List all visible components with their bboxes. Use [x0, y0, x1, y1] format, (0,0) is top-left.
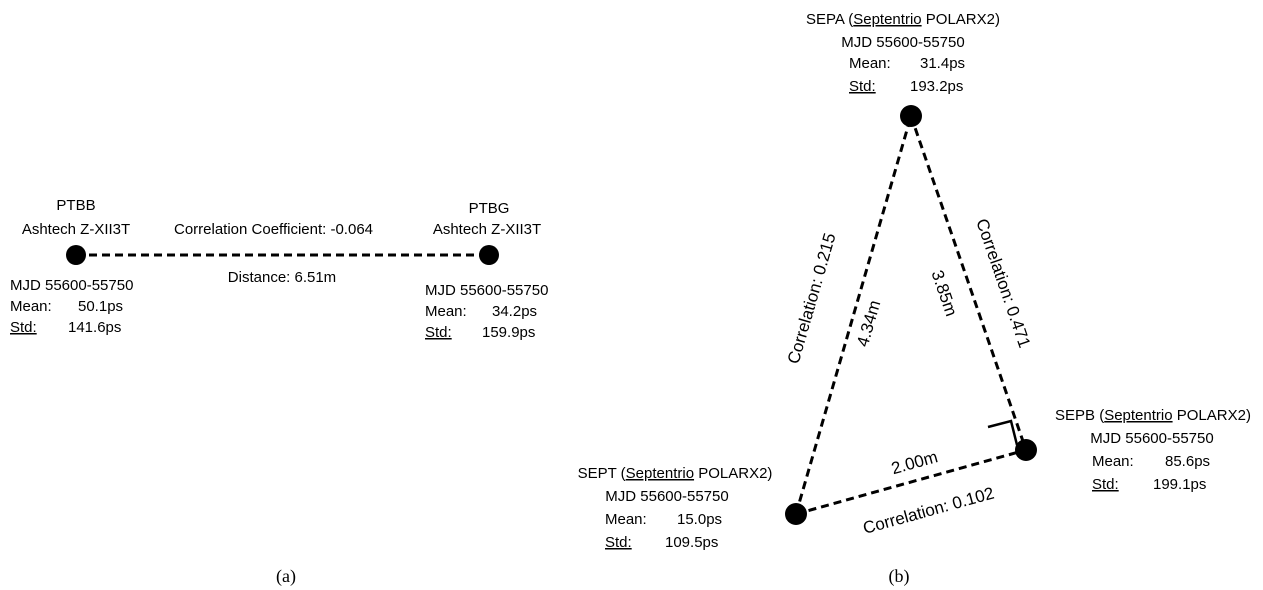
panel-a-caption: (a): [276, 566, 296, 587]
correlation-coefficient-value: -0.064: [330, 221, 373, 238]
sept-node: [785, 503, 807, 525]
edge-right-correlation-label: Correlation:: [972, 216, 1020, 310]
sept-sepa-link: [794, 115, 913, 515]
ptbg-mean-label: Mean:: [425, 303, 467, 320]
edge-bottom-correlation: Correlation: 0.102: [861, 483, 996, 537]
sepa-mean-value: 31.4ps: [920, 55, 965, 72]
ptbb-mean-value: 50.1ps: [78, 298, 123, 315]
ptbg-std-value: 159.9ps: [482, 324, 535, 341]
sepa-name-prefix: SEPA (: [806, 11, 853, 28]
panel-b-caption: (b): [889, 566, 910, 587]
sept-name-prefix: SEPT (: [578, 465, 626, 482]
edge-bottom-distance: 2.00m: [889, 447, 940, 478]
sepb-mjd: MJD 55600-55750: [1090, 430, 1213, 447]
sepa-sepb-link: [909, 115, 1028, 451]
sepb-node: [1015, 439, 1037, 461]
sepb-name-prefix: SEPB (: [1055, 407, 1104, 424]
sept-std-value: 109.5ps: [665, 534, 718, 551]
edge-left-distance: 4.34m: [853, 298, 884, 349]
edge-right-correlation: Correlation: 0.471: [972, 216, 1034, 350]
correlation-coefficient-label: Correlation Coefficient:: [174, 221, 330, 238]
edge-left-correlation-value: 0.215: [810, 231, 840, 277]
ptbb-name: PTBB: [56, 197, 95, 214]
ptbg-receiver: Ashtech Z-XII3T: [433, 221, 541, 238]
sepb-std-label: Std:: [1092, 476, 1119, 493]
sepa-name: SEPA (Septentrio POLARX2): [806, 11, 1000, 28]
sepb-name: SEPB (Septentrio POLARX2): [1055, 407, 1251, 424]
ptbg-mean-value: 34.2ps: [492, 303, 537, 320]
edge-left-correlation-label: Correlation:: [784, 272, 828, 366]
edge-right-distance: 3.85m: [928, 268, 961, 319]
sepa-mjd: MJD 55600-55750: [841, 34, 964, 51]
sept-std-label: Std:: [605, 534, 632, 551]
sepa-std-value: 193.2ps: [910, 78, 963, 95]
edge-bottom-correlation-value: 0.102: [950, 483, 996, 513]
sept-mean-value: 15.0ps: [677, 511, 722, 528]
ptbb-mjd: MJD 55600-55750: [10, 277, 133, 294]
ptbb-node: [66, 245, 86, 265]
panel-a: PTBB Ashtech Z-XII3T MJD 55600-55750 Mea…: [10, 197, 548, 587]
edge-bottom-correlation-label: Correlation:: [861, 495, 955, 538]
sept-name: SEPT (Septentrio POLARX2): [578, 465, 773, 482]
ptbg-node: [479, 245, 499, 265]
ptbb-std-label: Std:: [10, 319, 37, 336]
sepb-mean-value: 85.6ps: [1165, 453, 1210, 470]
sepb-mean-label: Mean:: [1092, 453, 1134, 470]
distance-label: Distance: 6.51m: [228, 269, 336, 286]
sepb-vendor: Septentrio: [1104, 407, 1172, 424]
edge-left-correlation: Correlation: 0.215: [784, 231, 840, 366]
sept-vendor: Septentrio: [626, 465, 694, 482]
ptbb-std-value: 141.6ps: [68, 319, 121, 336]
panel-b: SEPA (Septentrio POLARX2) MJD 55600-5575…: [578, 11, 1251, 587]
ptbb-mean-label: Mean:: [10, 298, 52, 315]
sept-mean-label: Mean:: [605, 511, 647, 528]
sepb-std-value: 199.1ps: [1153, 476, 1206, 493]
sepa-receiver: POLARX2): [922, 11, 1000, 28]
ptbg-mjd: MJD 55600-55750: [425, 282, 548, 299]
ptbg-name: PTBG: [469, 200, 510, 217]
sept-mjd: MJD 55600-55750: [605, 488, 728, 505]
sept-sepb-link: [795, 448, 1027, 516]
sepa-mean-label: Mean:: [849, 55, 891, 72]
sepa-vendor: Septentrio: [853, 11, 921, 28]
sepa-std-label: Std:: [849, 78, 876, 95]
ptbb-receiver: Ashtech Z-XII3T: [22, 221, 130, 238]
ptbg-std-label: Std:: [425, 324, 452, 341]
sepb-receiver: POLARX2): [1173, 407, 1251, 424]
right-angle-marker: [987, 419, 1019, 446]
correlation-coefficient: Correlation Coefficient: -0.064: [174, 221, 373, 238]
edge-right-correlation-value: 0.471: [1002, 304, 1034, 350]
sepa-node: [900, 105, 922, 127]
sept-receiver: POLARX2): [694, 465, 772, 482]
